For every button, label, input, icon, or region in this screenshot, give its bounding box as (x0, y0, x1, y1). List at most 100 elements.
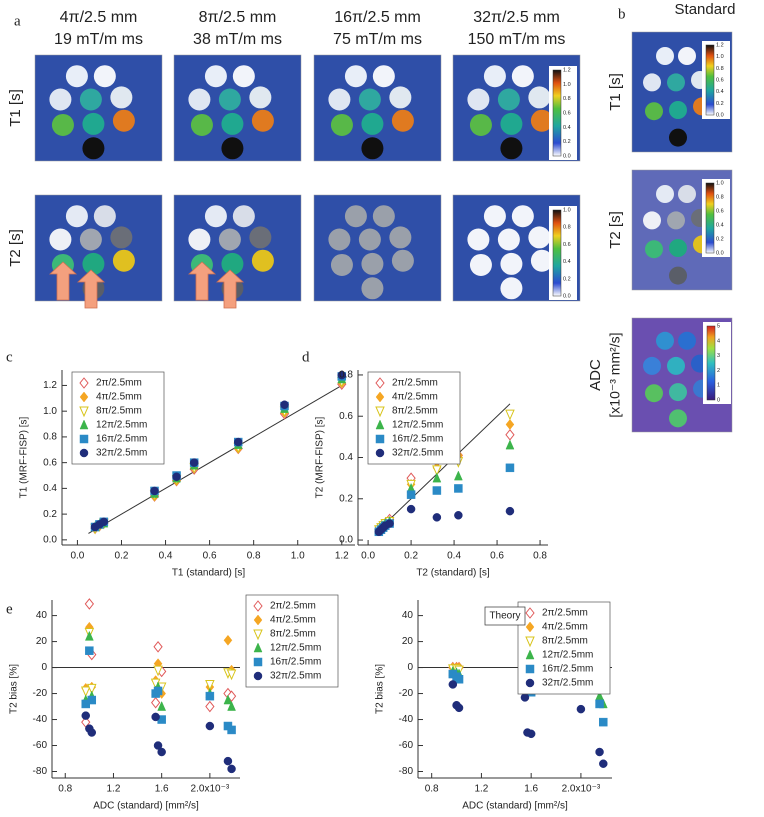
legend-label: 12π/2.5mm (542, 650, 593, 661)
phantom-vial (190, 113, 213, 136)
legend: 2π/2.5mm 4π/2.5mm 8π/2.5mm 12π/2.5mm 16π/2.5… (517, 601, 611, 695)
colorbar-tick-label: 1.2 (716, 42, 724, 48)
legend-label: 16π/2.5mm (270, 657, 321, 668)
y-tick-label: 0.6 (43, 457, 57, 468)
legend-label: 8π/2.5mm (96, 406, 142, 417)
point (85, 646, 94, 655)
point (84, 598, 94, 610)
x-tick-label: 1.0 (291, 551, 305, 562)
phantom-vial (330, 253, 353, 276)
y-tick-label: 0.8 (339, 370, 353, 381)
phantom-vial (328, 228, 351, 251)
phantom-vial (391, 109, 414, 132)
x-axis-label: ADC (standard) [mm²/s] (462, 801, 568, 812)
y-tick-label: -60 (33, 740, 48, 751)
colorbar-tick-label: 0.4 (563, 259, 571, 265)
point (157, 700, 167, 711)
phantom-vial (645, 240, 663, 259)
legend-marker (79, 419, 89, 430)
phantom-vial (528, 226, 551, 249)
point (151, 696, 161, 709)
legend-marker (79, 448, 89, 458)
point (87, 728, 97, 737)
point (599, 759, 608, 768)
point (432, 472, 442, 483)
phantom-vial (188, 88, 211, 111)
point (151, 712, 160, 722)
y-tick-label: -40 (33, 714, 48, 725)
x-tick-label: 1.6 (524, 784, 538, 795)
phantom-vial (372, 205, 395, 228)
colorbar-tick-label: 0.0 (563, 153, 571, 159)
point (153, 741, 163, 750)
y-tick-label: 0 (41, 662, 47, 673)
colorbar-tick-label: 2 (717, 368, 720, 374)
adc-label: [x10⁻³ mm²/s] (607, 332, 623, 417)
legend-label: 32π/2.5mm (392, 448, 443, 459)
legend-marker (375, 377, 385, 389)
point (157, 747, 166, 757)
colorbar-tick-label: 0.4 (563, 125, 571, 131)
phantom-vial (204, 205, 227, 228)
point (526, 729, 536, 739)
phantom-vial (361, 137, 384, 160)
legend-marker (79, 391, 89, 403)
legend-marker (79, 377, 89, 389)
phantom-vial (528, 86, 551, 109)
x-tick-label: 0.4 (159, 551, 173, 562)
y-axis-label: T2 (MRF-FISP) [s] (315, 416, 326, 498)
x-tick-label: 0.6 (490, 551, 504, 562)
point (454, 675, 464, 684)
y-axis-label: T2 bias [%] (9, 664, 20, 714)
colorbar-tick-label: 0.6 (563, 242, 571, 248)
y-tick-label: 0.8 (43, 432, 57, 443)
column-header: 16π/2.5 mm (334, 9, 421, 26)
point (520, 693, 530, 702)
point (432, 513, 442, 522)
y-tick-label: 1.2 (43, 380, 57, 391)
phantom-vial (251, 249, 274, 272)
colorbar (705, 44, 715, 116)
row-label: T2 [s] (607, 211, 624, 249)
phantom-vial (79, 228, 102, 251)
legend-marker (525, 636, 535, 648)
legend: 2π/2.5mm 4π/2.5mm 8π/2.5mm 12π/2.5mm 16π/2.5… (367, 371, 461, 465)
phantom-vial (469, 253, 492, 276)
panel-label: e (6, 601, 13, 617)
point (454, 703, 464, 713)
y-tick-label: 0.0 (339, 535, 353, 546)
point (205, 691, 215, 701)
point (505, 428, 515, 441)
arrow (187, 261, 217, 301)
y-tick-label: -20 (33, 688, 48, 699)
legend-label: 32π/2.5mm (270, 671, 321, 682)
x-tick-label: 0.8 (425, 784, 439, 795)
arrow (48, 261, 78, 301)
row-label: T1 [s] (7, 89, 24, 127)
phantom-vial (361, 252, 384, 275)
phantom-vial (65, 65, 88, 88)
colorbar-tick-label: 0.2 (563, 139, 571, 145)
x-tick-label: 0.0 (361, 551, 375, 562)
legend-box (517, 601, 611, 695)
y-tick-label: 20 (36, 636, 48, 647)
phantom-vial (391, 249, 414, 272)
legend-label: 8π/2.5mm (392, 406, 438, 417)
point (227, 700, 236, 711)
column-header: 4π/2.5 mm (60, 9, 138, 26)
column-header: 150 mT/m ms (468, 31, 566, 48)
phantom-vial (500, 137, 523, 160)
point (595, 699, 604, 709)
legend-marker (525, 664, 535, 674)
x-tick-label: 0.8 (247, 551, 261, 562)
phantom-vial (204, 65, 227, 88)
point (505, 463, 515, 473)
point (432, 465, 442, 477)
legend-marker (79, 434, 89, 444)
phantom-vial (188, 228, 211, 251)
phantom-vial (344, 205, 367, 228)
colorbar-tick-label: 1.0 (716, 54, 724, 60)
phantom-vial (358, 88, 381, 111)
phantom-vial (667, 356, 685, 375)
x-axis-label: ADC (standard) [mm²/s] (93, 801, 199, 812)
